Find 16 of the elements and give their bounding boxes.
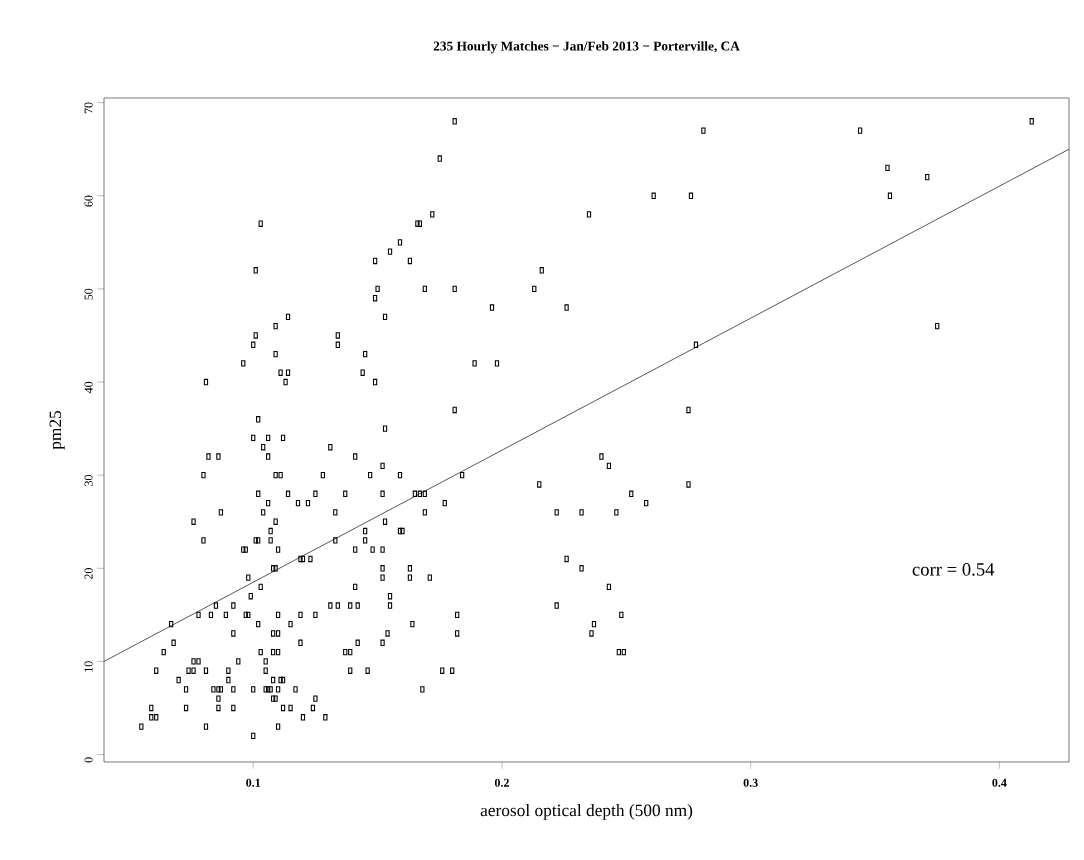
- y-axis-title: pm25: [49, 410, 65, 450]
- y-tick-label: 30: [84, 474, 93, 486]
- y-tick-label: 40: [84, 381, 93, 394]
- chart-title: 235 Hourly Matches − Jan/Feb 2013 − Porterville, CA: [433, 41, 740, 54]
- x-axis-title: aerosol optical depth (500 nm): [480, 804, 693, 820]
- y-tick-label: 10: [84, 661, 93, 672]
- x-tick-label: 0.4: [992, 778, 1007, 787]
- y-tick-label: 50: [84, 288, 93, 300]
- x-tick-label: 0.2: [494, 778, 509, 787]
- y-tick-label: 0: [84, 757, 93, 763]
- x-tick-label: 0.1: [246, 778, 261, 787]
- y-tick-label: 60: [84, 195, 93, 207]
- y-tick-label: 70: [84, 102, 93, 114]
- x-tick-label: 0.3: [743, 778, 758, 787]
- annotation: corr = 0.54: [912, 563, 995, 576]
- y-tick-label: 20: [84, 568, 93, 580]
